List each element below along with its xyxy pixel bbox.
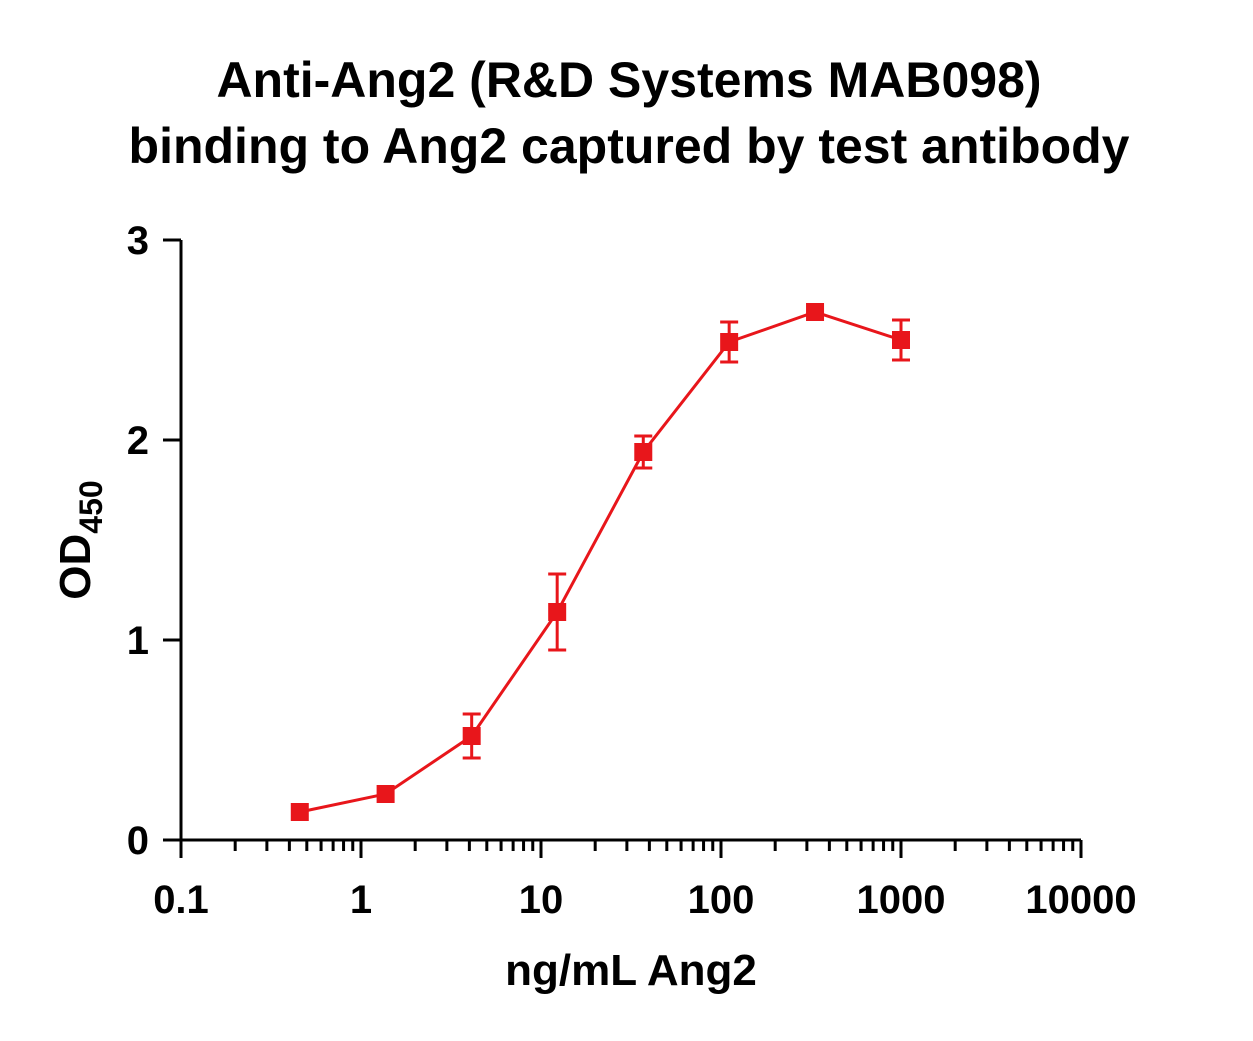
x-tick-label: 1000 — [857, 878, 946, 922]
series-1 — [290, 303, 910, 821]
x-tick-label: 100 — [688, 878, 755, 922]
y-axis-ticks: 0 1 2 3 — [127, 219, 181, 863]
series-layer — [290, 303, 910, 821]
y-tick-label: 2 — [127, 419, 149, 463]
x-tick-label: 10000 — [1025, 878, 1136, 922]
x-axis-label: ng/mL Ang2 — [505, 946, 757, 995]
x-tick-label: 1 — [350, 878, 372, 922]
data-point — [806, 303, 825, 321]
y-tick-label: 3 — [127, 219, 149, 263]
y-axis-label-main: OD — [51, 534, 100, 600]
data-point — [290, 803, 309, 821]
data-point — [892, 331, 910, 349]
chart-title-line-2: binding to Ang2 captured by test antibod… — [129, 118, 1130, 174]
y-axis-label: OD450 — [51, 480, 109, 599]
data-point — [376, 785, 395, 803]
y-axis-label-subscript: 450 — [73, 480, 109, 533]
y-tick-label: 0 — [127, 819, 149, 863]
axes — [179, 240, 1081, 842]
y-tick-label: 1 — [127, 619, 149, 663]
data-point — [634, 443, 653, 461]
chart-title-line-1: Anti-Ang2 (R&D Systems MAB098) — [216, 52, 1041, 108]
series-line — [299, 310, 902, 814]
data-point — [462, 727, 481, 745]
x-tick-label: 10 — [519, 878, 564, 922]
data-point — [720, 333, 739, 351]
x-axis-ticks: 0.1 1 10 100 1000 10000 — [153, 840, 1137, 922]
x-tick-label: 0.1 — [153, 878, 209, 922]
data-point — [548, 603, 567, 621]
